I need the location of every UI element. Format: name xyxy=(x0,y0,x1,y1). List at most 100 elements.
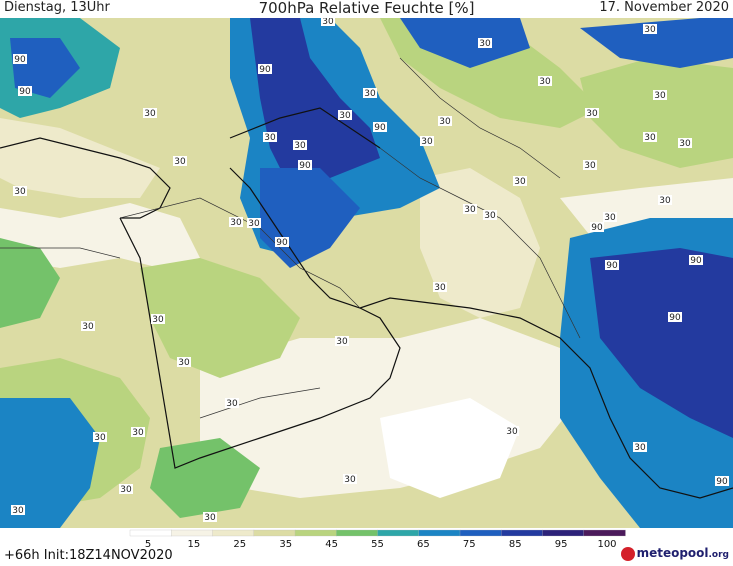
contour-label: 30 xyxy=(654,91,666,101)
contour-label-bg xyxy=(258,64,272,74)
contour-label: 30 xyxy=(178,358,190,368)
contour-label: 30 xyxy=(584,161,596,171)
coastlines xyxy=(0,107,733,499)
contour-label-bg xyxy=(715,476,729,486)
contour-label: 90 xyxy=(591,223,603,233)
contour-label-bg xyxy=(229,217,243,227)
contour-label-bg xyxy=(678,138,692,148)
map-title: 700hPa Relative Feuchte [%] xyxy=(258,0,475,17)
legend-tick-label: 55 xyxy=(371,539,384,548)
legend-swatch xyxy=(336,529,379,537)
contour-label-bg xyxy=(119,484,133,494)
forecast-date-label: 17. November 2020 xyxy=(599,0,729,15)
contour-label: 90 xyxy=(14,55,26,65)
contour-label-bg xyxy=(247,218,261,228)
contour-label: 90 xyxy=(606,261,618,271)
contour-label-bg xyxy=(433,282,447,292)
legend-tick-label: 35 xyxy=(279,539,292,548)
contour-label: 30 xyxy=(679,139,691,149)
contour-label-bg xyxy=(689,255,703,265)
legend-swatch xyxy=(459,529,502,537)
footer-bar: 5 15 25 35 45 55 65 75 85 95 100 +66h Init:18Z14NO… xyxy=(0,528,733,566)
contour-label: 30 xyxy=(604,213,616,223)
contour-label: 30 xyxy=(264,133,276,143)
contour-label-bg xyxy=(151,314,165,324)
contour-label-bg xyxy=(335,336,349,346)
contour-label-bg xyxy=(633,442,647,452)
humidity-map: 90 90 30 30 30 30 30 90 30 30 30 90 30 30 30 30 90 30 30 30… xyxy=(0,18,733,528)
legend-tick-label: 65 xyxy=(417,539,430,548)
contour-label-bg xyxy=(13,186,27,196)
contour-label-bg xyxy=(643,24,657,34)
contour-label-bg xyxy=(11,505,25,515)
contour-label-bg xyxy=(585,108,599,118)
legend-swatch xyxy=(171,529,214,537)
legend-tick-label: 75 xyxy=(463,539,476,548)
contour-label-bg xyxy=(131,427,145,437)
contour-labels: 90 90 30 30 30 30 30 90 30 30 30 90 30 30 30 30 90 30 30 30… xyxy=(11,18,729,523)
contour-label-bg xyxy=(18,86,32,96)
contour-label: 90 xyxy=(690,256,702,266)
contour-label: 90 xyxy=(19,87,31,97)
contour-label: 30 xyxy=(434,283,446,293)
contour-label-bg xyxy=(603,212,617,222)
legend-tick-label: 5 xyxy=(145,539,151,548)
contour-label-bg xyxy=(643,132,657,142)
contour-label: 30 xyxy=(132,428,144,438)
legend-swatch xyxy=(129,529,172,537)
contour-label-bg xyxy=(298,160,312,170)
color-legend: 5 15 25 35 45 55 65 75 85 95 100 xyxy=(129,529,626,548)
run-info: +66h Init:18Z14NOV2020 xyxy=(4,548,173,563)
contour-label: 30 xyxy=(230,218,242,228)
contour-label: 90 xyxy=(374,123,386,133)
legend-swatch xyxy=(583,529,626,537)
contour-label-bg xyxy=(668,312,682,322)
contour-label-bg xyxy=(373,122,387,132)
contour-label-bg xyxy=(263,132,277,142)
contour-label: 30 xyxy=(336,337,348,347)
contour-label: 30 xyxy=(479,39,491,49)
humidity-map-canvas: 90 90 30 30 30 30 30 90 30 30 30 90 30 30 30 30 90 30 30 30… xyxy=(0,18,733,528)
contour-label: 90 xyxy=(669,313,681,323)
contour-label: 30 xyxy=(644,133,656,143)
contour-label-bg xyxy=(143,108,157,118)
legend-tick-label: 100 xyxy=(597,539,616,548)
contour-label-bg xyxy=(583,160,597,170)
legend-swatch xyxy=(212,529,255,537)
contour-label: 90 xyxy=(276,238,288,248)
contour-label: 30 xyxy=(464,205,476,215)
contour-label: 30 xyxy=(248,219,260,229)
legend-swatch xyxy=(418,529,461,537)
forecast-day-label: Dienstag, 13Uhr xyxy=(4,0,110,15)
contour-label: 30 xyxy=(514,177,526,187)
contour-label-bg xyxy=(93,432,107,442)
contour-label: 30 xyxy=(322,18,334,27)
contour-label: 90 xyxy=(299,161,311,171)
contour-label-bg xyxy=(338,110,352,120)
contour-label: 30 xyxy=(120,485,132,495)
contour-label: 30 xyxy=(344,475,356,485)
contour-label: 30 xyxy=(226,399,238,409)
header-bar: Dienstag, 13Uhr 700hPa Relative Feuchte … xyxy=(0,0,733,18)
contour-label-bg xyxy=(225,398,239,408)
contour-label-bg xyxy=(293,140,307,150)
contour-label: 30 xyxy=(421,137,433,147)
contour-label-bg xyxy=(590,222,604,232)
contour-label-bg xyxy=(81,321,95,331)
contour-label-bg xyxy=(13,54,27,64)
legend-swatch xyxy=(542,529,585,537)
contour-label: 30 xyxy=(659,196,671,206)
contour-label: 30 xyxy=(539,77,551,87)
contour-label: 90 xyxy=(716,477,728,487)
contour-label: 30 xyxy=(94,433,106,443)
contour-label-bg xyxy=(463,204,477,214)
brand-suffix: .org xyxy=(708,550,729,560)
legend-swatch xyxy=(294,529,337,537)
contour-label: 90 xyxy=(259,65,271,75)
contour-label: 30 xyxy=(204,513,216,523)
contour-label-bg xyxy=(605,260,619,270)
contour-label: 30 xyxy=(339,111,351,121)
contour-label-bg xyxy=(363,88,377,98)
legend-tick-label: 25 xyxy=(233,539,246,548)
